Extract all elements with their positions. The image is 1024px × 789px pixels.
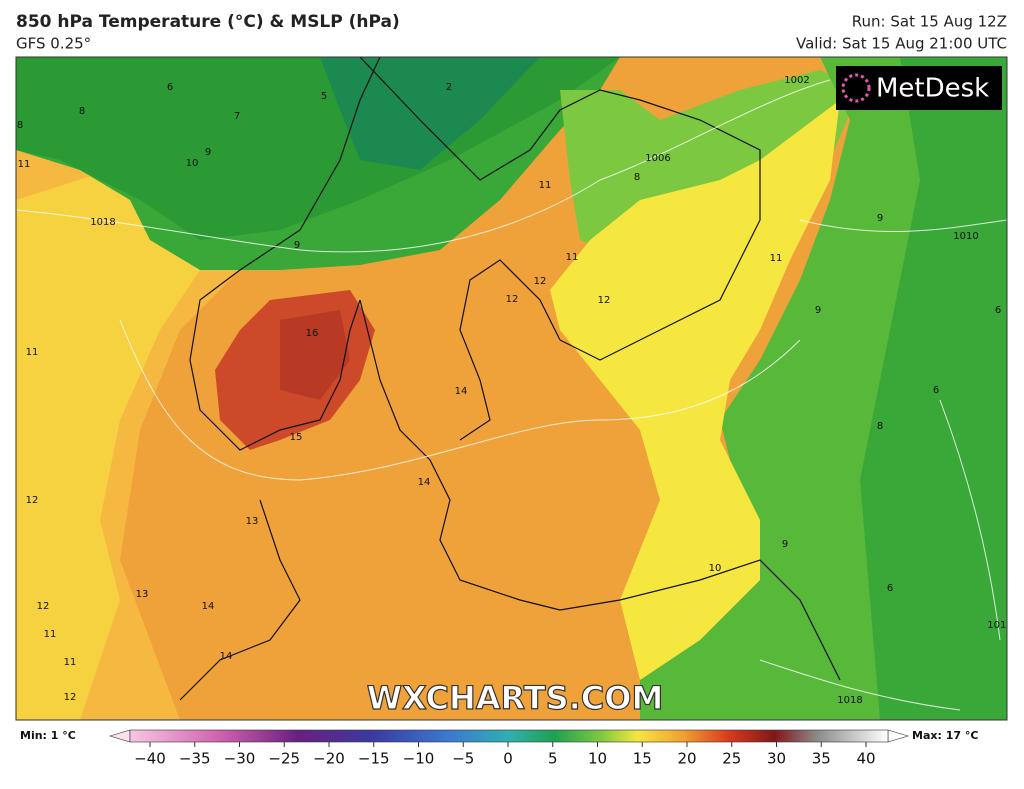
contour-label: 13 — [136, 589, 149, 600]
colorbar-tick-label: −40 — [134, 750, 166, 768]
contour-label: 1018 — [837, 695, 862, 706]
contour-label: 6 — [167, 82, 173, 93]
title: 850 hPa Temperature (°C) & MSLP (hPa) — [16, 12, 400, 32]
contour-label: 8 — [17, 120, 23, 131]
region — [16, 170, 200, 720]
contour-label: 1014 — [987, 620, 1012, 631]
colorbar-tick-label: 20 — [677, 750, 696, 768]
contour-label: 6 — [887, 583, 893, 594]
max-label: Max: 17 °C — [912, 729, 978, 742]
contour-label: 1002 — [784, 75, 809, 86]
contour-label: 14 — [220, 651, 233, 662]
isobars — [16, 79, 1007, 711]
colorbar-ticks: −40 −35 −30 −25 −20 −15 −10 −5 0 5 10 15 20 25 30 35 40 — [134, 742, 876, 768]
contour-label: 2 — [446, 82, 452, 93]
colorbar-tick-label: 0 — [503, 750, 513, 768]
colorbar-tick-label: −25 — [268, 750, 300, 768]
contour-label: 12 — [26, 495, 39, 506]
contour-label: 11 — [64, 657, 77, 668]
colorbar-tick-label: −10 — [403, 750, 435, 768]
min-label: Min: 1 °C — [20, 729, 76, 742]
run-time: Run: Sat 15 Aug 12Z — [852, 13, 1007, 31]
contour-label: 11 — [566, 252, 579, 263]
colorbar-arrow — [108, 729, 131, 743]
contour-label: 9 — [782, 539, 788, 550]
contour-label: 12 — [64, 692, 77, 703]
colorbar — [129, 729, 889, 743]
contour-label: 1018 — [90, 217, 115, 228]
contour-label: 11 — [539, 180, 552, 191]
contour-label: 12 — [598, 295, 611, 306]
contour-label: 14 — [202, 601, 215, 612]
contour-label: 11 — [18, 159, 31, 170]
contour-label: 8 — [634, 172, 640, 183]
colorbar-tick-label: 25 — [722, 750, 741, 768]
contour-label: 1010 — [953, 231, 978, 242]
colorbar-tick-label: 15 — [633, 750, 652, 768]
colorbar-tick-label: 30 — [767, 750, 786, 768]
contour-label: 14 — [418, 477, 431, 488]
watermark: WXCHARTS.COM — [367, 679, 664, 717]
colorbar-tick-label: −15 — [358, 750, 390, 768]
contour-label: 14 — [455, 386, 468, 397]
contour-label: 11 — [44, 629, 57, 640]
colorbar-tick-label: 35 — [812, 750, 831, 768]
contour-label: 11 — [26, 347, 39, 358]
region — [320, 57, 540, 170]
contour-label: 9 — [815, 305, 821, 316]
colorbar-tick-label: −20 — [313, 750, 345, 768]
colorbar-tick-label: −30 — [224, 750, 256, 768]
contour-label: 6 — [995, 305, 1001, 316]
contour-label: 1006 — [645, 153, 670, 164]
contour-label: 10 — [186, 158, 199, 169]
colorbar-tick-label: 40 — [856, 750, 875, 768]
colorbar-tick-label: −5 — [452, 750, 474, 768]
colorbar-tick-label: 10 — [588, 750, 607, 768]
region — [280, 310, 350, 400]
contour-label: 9 — [294, 240, 300, 251]
contour-label: 9 — [877, 213, 883, 224]
contour-label: 9 — [205, 147, 211, 158]
logo-box — [836, 66, 1002, 110]
contour-label: 15 — [290, 432, 303, 443]
contour-label: 8 — [877, 421, 883, 432]
map: 6 7 8 8 9 10 11 11 11 11 12 12 12 16 15 14 14 13 13 14 14 11 1… — [16, 57, 1012, 720]
map-frame — [15, 56, 1008, 721]
colorbar-arrow — [887, 729, 910, 743]
contour-label: 7 — [234, 111, 240, 122]
contour-label: 8 — [79, 106, 85, 117]
region — [860, 57, 1007, 720]
subtitle: GFS 0.25° — [16, 35, 91, 53]
contour-labels: 6 7 8 8 9 10 11 11 11 11 12 12 12 16 15 14 14 13 13 14 14 11 1… — [17, 75, 1012, 706]
contour-label: 12 — [37, 601, 50, 612]
contour-label: 5 — [321, 91, 327, 102]
contour-label: 11 — [770, 253, 783, 264]
logo-text: MetDesk — [876, 74, 989, 104]
colorbar-tick-label: 5 — [548, 750, 558, 768]
logo-icon — [841, 73, 871, 103]
contour-label: 10 — [709, 563, 722, 574]
contour-label: 16 — [306, 328, 319, 339]
region — [550, 100, 840, 680]
coastlines — [179, 57, 841, 701]
colorbar-tick-label: −35 — [179, 750, 211, 768]
contour-label: 13 — [246, 516, 259, 527]
contour-label: 12 — [506, 294, 519, 305]
contour-label: 12 — [534, 276, 547, 287]
valid-time: Valid: Sat 15 Aug 21:00 UTC — [796, 35, 1007, 53]
contour-label: 6 — [933, 385, 939, 396]
